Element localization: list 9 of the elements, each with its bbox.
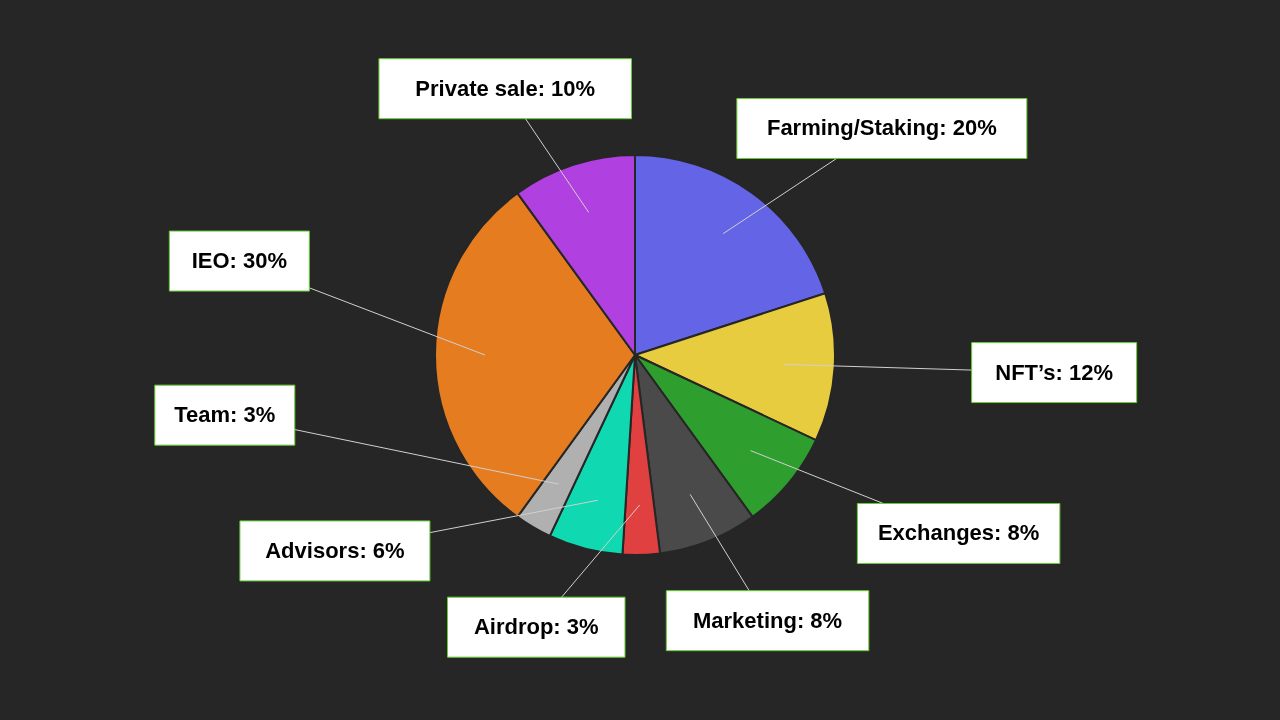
slice-label: Advisors: 6% <box>265 537 405 563</box>
slice-label: NFT’s: 12% <box>995 359 1114 385</box>
slice-label: Exchanges: 8% <box>877 520 1040 546</box>
slice-label: IEO: 30% <box>191 248 288 274</box>
slice-label: Private sale: 10% <box>415 75 596 101</box>
slice-label: Team: 3% <box>174 402 276 428</box>
slice-label: Farming/Staking: 20% <box>766 115 997 141</box>
slice-label: Marketing: 8% <box>692 607 843 633</box>
slice-label: Airdrop: 3% <box>473 614 599 640</box>
